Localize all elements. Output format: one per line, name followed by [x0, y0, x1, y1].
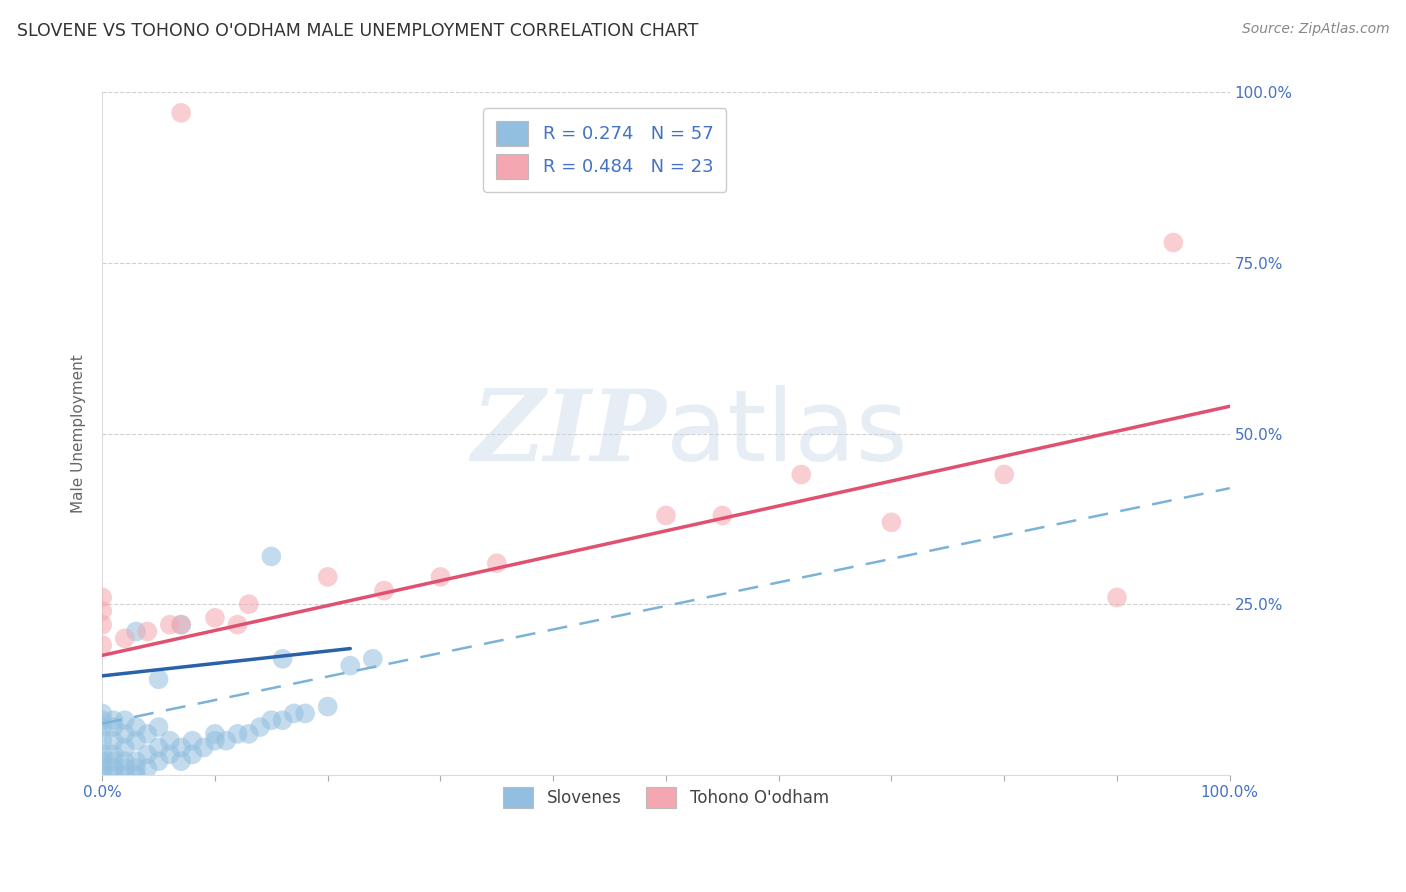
Point — [159, 733, 181, 747]
Point — [170, 617, 193, 632]
Point — [485, 556, 508, 570]
Point — [249, 720, 271, 734]
Point — [103, 713, 125, 727]
Point — [125, 720, 148, 734]
Point — [125, 768, 148, 782]
Point — [136, 727, 159, 741]
Point — [204, 611, 226, 625]
Point — [91, 591, 114, 605]
Point — [136, 761, 159, 775]
Point — [136, 624, 159, 639]
Point — [260, 549, 283, 564]
Legend: Slovenes, Tohono O'odham: Slovenes, Tohono O'odham — [496, 780, 835, 814]
Y-axis label: Male Unemployment: Male Unemployment — [72, 354, 86, 513]
Point — [294, 706, 316, 721]
Point — [148, 740, 170, 755]
Point — [103, 747, 125, 762]
Point — [361, 652, 384, 666]
Point — [655, 508, 678, 523]
Point — [1105, 591, 1128, 605]
Point — [114, 740, 136, 755]
Text: SLOVENE VS TOHONO O'ODHAM MALE UNEMPLOYMENT CORRELATION CHART: SLOVENE VS TOHONO O'ODHAM MALE UNEMPLOYM… — [17, 22, 699, 40]
Point — [316, 699, 339, 714]
Point — [91, 713, 114, 727]
Point — [125, 624, 148, 639]
Point — [114, 761, 136, 775]
Point — [271, 652, 294, 666]
Point — [429, 570, 451, 584]
Point — [91, 733, 114, 747]
Point — [790, 467, 813, 482]
Point — [125, 733, 148, 747]
Point — [283, 706, 305, 721]
Point — [114, 727, 136, 741]
Point — [159, 617, 181, 632]
Point — [125, 754, 148, 768]
Text: atlas: atlas — [666, 385, 908, 482]
Point — [880, 516, 903, 530]
Point — [170, 754, 193, 768]
Point — [373, 583, 395, 598]
Point — [148, 673, 170, 687]
Text: ZIP: ZIP — [471, 385, 666, 482]
Point — [103, 733, 125, 747]
Point — [1163, 235, 1185, 250]
Point — [993, 467, 1015, 482]
Point — [103, 720, 125, 734]
Point — [125, 761, 148, 775]
Point — [91, 747, 114, 762]
Point — [711, 508, 734, 523]
Point — [114, 632, 136, 646]
Point — [148, 720, 170, 734]
Point — [91, 604, 114, 618]
Point — [238, 727, 260, 741]
Point — [260, 713, 283, 727]
Point — [114, 768, 136, 782]
Point — [238, 597, 260, 611]
Point — [271, 713, 294, 727]
Point — [91, 754, 114, 768]
Point — [226, 617, 249, 632]
Point — [193, 740, 215, 755]
Point — [316, 570, 339, 584]
Point — [148, 754, 170, 768]
Point — [170, 105, 193, 120]
Point — [103, 768, 125, 782]
Point — [91, 761, 114, 775]
Point — [204, 727, 226, 741]
Text: Source: ZipAtlas.com: Source: ZipAtlas.com — [1241, 22, 1389, 37]
Point — [114, 713, 136, 727]
Point — [215, 733, 238, 747]
Point — [170, 740, 193, 755]
Point — [181, 733, 204, 747]
Point — [91, 706, 114, 721]
Point — [91, 720, 114, 734]
Point — [204, 733, 226, 747]
Point — [91, 638, 114, 652]
Point — [91, 617, 114, 632]
Point — [114, 754, 136, 768]
Point — [181, 747, 204, 762]
Point — [91, 768, 114, 782]
Point — [226, 727, 249, 741]
Point — [159, 747, 181, 762]
Point — [103, 754, 125, 768]
Point — [136, 747, 159, 762]
Point — [103, 761, 125, 775]
Point — [339, 658, 361, 673]
Point — [170, 617, 193, 632]
